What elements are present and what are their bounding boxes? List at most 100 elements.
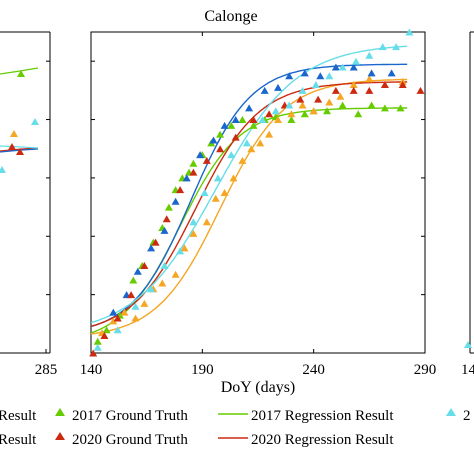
ground-truth-point-2020	[202, 156, 211, 164]
ground-truth-point-2018	[365, 75, 374, 83]
x-axis-ticks: 140 190 240 290	[80, 32, 436, 378]
regression-curves	[90, 45, 408, 335]
ground-truth-point-2020	[314, 95, 323, 103]
legend-fragment-left-2: Result	[0, 432, 37, 448]
ground-truth-point-2020	[380, 81, 389, 88]
ground-truth-point-2017	[323, 107, 331, 115]
right-panel-marker	[464, 341, 472, 348]
ground-truth-point-2021	[131, 302, 140, 310]
ground-truth-point-2018	[180, 244, 189, 252]
ground-truth-point-2019	[160, 226, 169, 234]
ground-truth-point-2019	[133, 267, 142, 275]
ground-truth-point-2021	[93, 343, 102, 351]
ground-truth-point-2019	[387, 69, 396, 77]
legend-marker-2021-partial	[446, 408, 456, 416]
ground-truth-point-2018	[247, 145, 256, 153]
ground-truth-point-2020	[249, 116, 258, 123]
ground-truth-point-2021	[160, 262, 169, 269]
ground-truth-point-2018	[265, 130, 274, 138]
ground-truth-point-2021	[298, 86, 307, 94]
ground-truth-point-2021	[176, 247, 185, 255]
x-tick-label: 190	[191, 362, 214, 378]
ground-truth-point-2018	[287, 110, 296, 118]
ground-truth-point-2018	[202, 218, 211, 226]
ground-truth-point-2021	[338, 63, 347, 71]
ground-truth-point-2021	[378, 43, 387, 51]
ground-truth-point-2017	[354, 110, 363, 118]
x-tick-label: 140	[80, 362, 103, 378]
left-panel-marker	[31, 118, 39, 125]
ground-truth-point-2019	[331, 63, 340, 71]
ground-truth-point-2019	[316, 72, 325, 80]
ground-truth-point-2021	[113, 326, 122, 334]
ground-truth-point-2018	[158, 279, 167, 287]
right-panel-tick-label: 14	[461, 362, 474, 378]
ground-truth-point-2019	[171, 197, 180, 205]
ground-truth-point-2017	[380, 104, 389, 112]
legend-fragment-right: 2	[463, 408, 471, 424]
ground-truth-point-2018	[238, 156, 247, 164]
ground-truth-point-2021	[227, 151, 236, 159]
ground-truth-markers	[89, 28, 425, 357]
left-panel: 285	[0, 31, 57, 378]
ground-truth-point-2020	[140, 262, 149, 269]
ground-truth-point-2018	[325, 98, 334, 106]
ground-truth-point-2020	[349, 86, 358, 94]
ground-truth-point-2020	[216, 145, 225, 153]
left-panel-marker	[10, 130, 18, 137]
ground-truth-point-2017	[238, 116, 247, 123]
ground-truth-point-2019	[245, 104, 254, 112]
ground-truth-point-2021	[258, 116, 267, 123]
ground-truth-point-2021	[325, 72, 334, 80]
ground-truth-point-2020	[189, 168, 198, 176]
ground-truth-point-2017	[102, 326, 111, 334]
ground-truth-point-2019	[300, 69, 309, 77]
ground-truth-point-2019	[147, 244, 156, 252]
chart-title: Calonge	[204, 8, 257, 25]
ground-truth-point-2021	[392, 43, 401, 51]
ground-truth-point-2017	[227, 121, 236, 129]
ground-truth-point-2020	[398, 81, 407, 88]
plot-frame	[90, 31, 426, 354]
ground-truth-point-2017	[338, 101, 347, 109]
ground-truth-point-2020	[100, 332, 109, 339]
ground-truth-point-2019	[182, 174, 191, 182]
right-panel: 14	[461, 31, 474, 378]
ground-truth-point-2019	[349, 63, 358, 71]
left-panel-marker	[8, 143, 16, 150]
legend-label-2020-ground-truth: 2020 Ground Truth	[72, 432, 188, 448]
ground-truth-point-2018	[274, 116, 282, 123]
ground-truth-point-2017	[367, 101, 376, 109]
ground-truth-point-2021	[271, 107, 280, 115]
ground-truth-point-2017	[249, 121, 258, 129]
ground-truth-point-2017	[189, 159, 198, 167]
ground-truth-point-2017	[287, 116, 296, 123]
ground-truth-point-2020	[265, 110, 274, 118]
ground-truth-point-2018	[298, 101, 307, 109]
ground-truth-point-2020	[231, 133, 240, 141]
ground-truth-point-2020	[365, 86, 374, 94]
y-axis-ticks	[46, 60, 425, 354]
ground-truth-point-2021	[405, 28, 414, 36]
ground-truth-point-2018	[140, 299, 149, 307]
ground-truth-point-2021	[285, 101, 294, 109]
ground-truth-point-2018	[120, 308, 129, 316]
legend-label-2020-regression: 2020 Regression Result	[251, 432, 394, 448]
ground-truth-point-2021	[213, 174, 222, 182]
ground-truth-point-2017	[216, 130, 225, 138]
ground-truth-point-2020	[151, 238, 160, 246]
ground-truth-point-2019	[274, 83, 282, 91]
ground-truth-point-2018	[309, 107, 318, 115]
ground-truth-point-2020	[127, 291, 136, 299]
ground-truth-point-2017	[129, 276, 138, 284]
legend-label-2017-regression: 2017 Regression Result	[251, 408, 394, 424]
x-axis-label: DoY (days)	[221, 379, 296, 396]
ground-truth-point-2017	[396, 104, 405, 112]
ground-truth-point-2018	[336, 92, 345, 100]
regression-curve-2021	[90, 45, 408, 324]
ground-truth-point-2019	[220, 121, 229, 129]
legend: Result Result 2017 Ground Truth 2017 Reg…	[0, 408, 471, 448]
legend-marker-2017	[55, 408, 65, 416]
ground-truth-point-2019	[367, 69, 376, 77]
